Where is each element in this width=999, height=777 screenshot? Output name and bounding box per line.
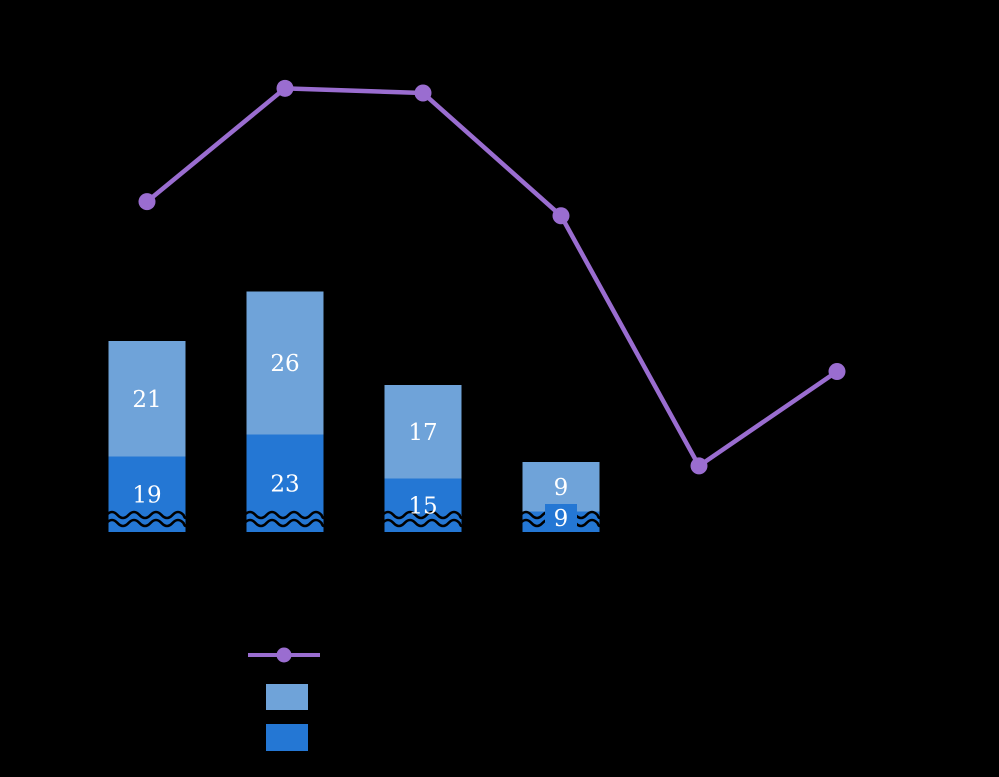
trend-line-marker xyxy=(690,457,708,475)
bar-value-label-dark: 9 xyxy=(554,506,569,532)
bar-value-label-light: 9 xyxy=(554,475,569,501)
bar-value-label-light: 21 xyxy=(132,387,161,413)
axis-break-squiggle xyxy=(105,518,189,528)
bar-segment-dark xyxy=(108,456,186,532)
trend-line-marker xyxy=(276,79,294,97)
bar-value-label-light: 17 xyxy=(408,420,437,446)
axis-break-squiggle xyxy=(243,518,327,528)
bar-value-label-dark: 23 xyxy=(270,471,299,497)
axis-break-squiggle xyxy=(381,518,465,528)
bar-segment-light xyxy=(246,291,324,435)
trend-line-marker xyxy=(828,363,846,381)
bar-segment-light xyxy=(522,462,600,512)
bar-value-label-light: 26 xyxy=(270,351,299,377)
trend-line xyxy=(144,86,840,469)
bar-segment-light xyxy=(108,341,186,457)
axis-break-squiggle xyxy=(381,510,465,520)
axis-break-squiggle xyxy=(105,510,189,520)
trend-line-marker xyxy=(414,84,432,102)
trend-line-marker xyxy=(552,207,570,225)
bar-value-label-box-dark xyxy=(545,504,577,532)
bar-value-label-dark: 15 xyxy=(408,493,437,519)
axis-break-squiggle xyxy=(243,510,327,520)
legend-swatch-dark-blue xyxy=(266,724,308,751)
trend-line-marker xyxy=(138,193,156,211)
bar-value-label-dark: 19 xyxy=(132,482,161,508)
legend-swatch-light-blue xyxy=(266,684,308,710)
bar-segment-light xyxy=(384,385,462,479)
legend-line-marker xyxy=(276,647,292,663)
